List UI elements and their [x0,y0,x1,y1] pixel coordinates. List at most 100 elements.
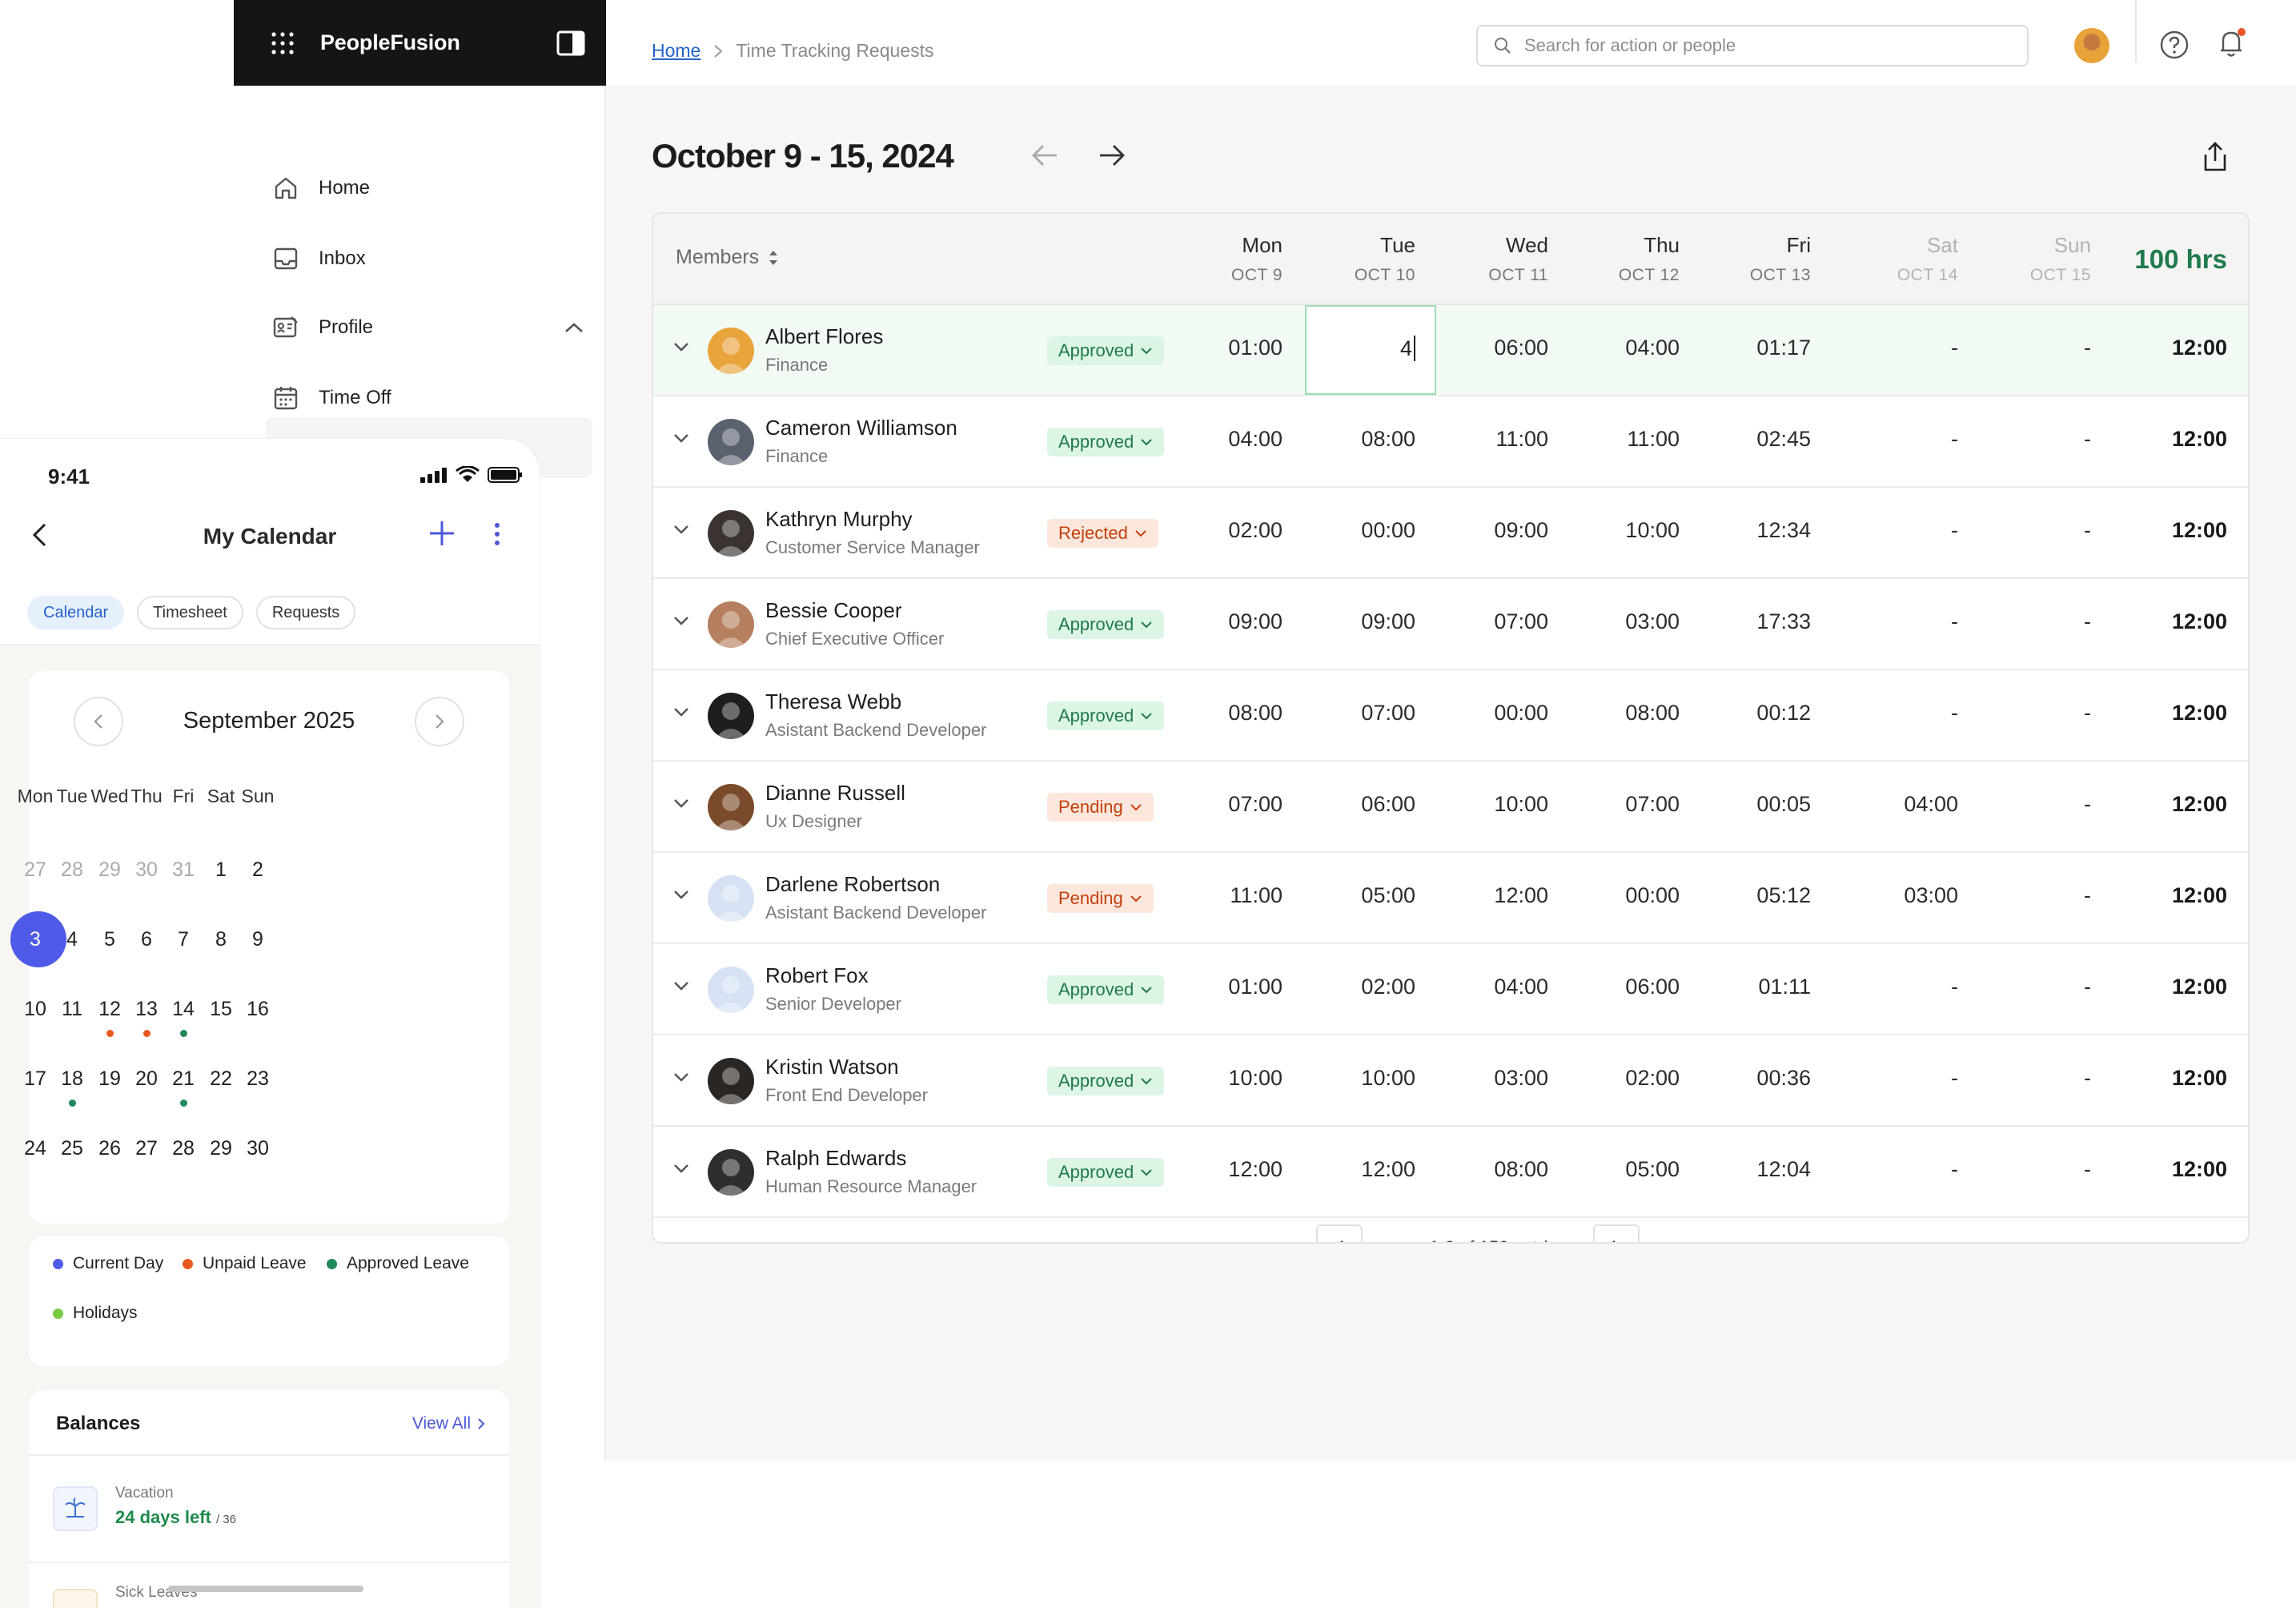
hours-cell[interactable]: - [2084,1066,2091,1090]
hours-cell[interactable]: 05:00 [1625,1157,1680,1181]
calendar-day[interactable]: 1 [189,849,253,908]
status-badge[interactable]: Approved [1047,428,1165,456]
hours-cell[interactable]: 07:00 [1228,792,1282,816]
table-row[interactable]: Kristin Watson Front End Developer Approve… [653,1035,2248,1127]
hours-cell[interactable]: 09:00 [1494,518,1548,542]
hours-cell[interactable]: 06:00 [1625,975,1680,999]
hours-cell[interactable]: - [1951,609,1958,633]
prev-page-button[interactable] [1316,1224,1363,1242]
apps-grid-icon[interactable] [271,31,295,55]
calendar-day[interactable]: 7 [151,919,215,978]
table-row[interactable]: Ralph Edwards Human Resource Manager Appro… [653,1127,2248,1218]
hours-cell[interactable]: 04:00 [1904,792,1958,816]
sidebar-item-home[interactable]: Home [272,164,584,212]
previous-week-arrow-icon[interactable] [1031,143,1058,167]
hours-cell[interactable]: 06:00 [1361,792,1415,816]
sidebar-item-time-off[interactable]: Time Off [272,374,584,422]
hours-cell[interactable]: 17:33 [1756,609,1811,633]
hours-cell[interactable]: 01:00 [1228,975,1282,999]
tab-calendar[interactable]: Calendar [27,596,125,629]
calendar-day[interactable]: 29 [78,849,142,908]
previous-month-button[interactable] [74,697,123,746]
calendar-day[interactable]: 28 [40,849,104,908]
sidebar-item-inbox[interactable]: Inbox [272,235,584,283]
calendar-day[interactable]: 9 [226,919,290,978]
hours-cell[interactable]: 00:36 [1756,1066,1811,1090]
calendar-day[interactable]: 8 [189,919,253,978]
calendar-day[interactable]: 20 [114,1058,179,1117]
hours-cell[interactable]: 03:00 [1904,883,1958,907]
search-input[interactable]: Search for action or people [1476,25,2029,66]
status-badge[interactable]: Rejected [1047,519,1158,548]
hours-cell[interactable]: 02:00 [1625,1066,1680,1090]
hours-cell[interactable]: - [1951,975,1958,999]
hours-cell[interactable]: 00:00 [1494,701,1548,725]
hours-cell[interactable]: 06:00 [1494,336,1548,360]
hours-cell[interactable]: 07:00 [1494,609,1548,633]
scroll-indicator[interactable] [168,1586,363,1592]
hours-cell[interactable]: - [2084,336,2091,360]
sidebar-item-profile[interactable]: Profile [272,304,584,352]
hours-cell[interactable]: 07:00 [1625,792,1680,816]
status-badge[interactable]: Approved [1047,701,1165,730]
calendar-day[interactable]: 28 [151,1128,215,1187]
table-row[interactable]: Robert Fox Senior Developer Approved 01:00 0… [653,944,2248,1035]
calendar-day[interactable]: 18 [40,1058,104,1117]
hours-cell[interactable]: 01:00 [1228,336,1282,360]
calendar-day[interactable]: 31 [151,849,215,908]
calendar-day[interactable]: 17 [3,1058,67,1117]
calendar-day[interactable]: 11 [40,988,104,1047]
tab-requests[interactable]: Requests [255,596,356,629]
expand-chevron-icon[interactable] [672,1071,690,1083]
hours-cell[interactable]: 07:00 [1361,701,1415,725]
table-row[interactable]: Cameron Williamson Finance Approved 04:00 08… [653,396,2248,488]
hours-cell[interactable]: 10:00 [1361,1066,1415,1090]
hours-cell[interactable]: 04:00 [1625,336,1680,360]
hours-cell[interactable]: - [1951,1066,1958,1090]
notification-bell-icon[interactable] [2215,26,2249,60]
current-day[interactable]: 3 [3,911,67,978]
members-sort-header[interactable]: Members [676,246,780,269]
calendar-day[interactable]: 27 [3,849,67,908]
status-badge[interactable]: Approved [1047,1158,1165,1187]
expand-chevron-icon[interactable] [672,798,690,809]
hours-cell[interactable]: 08:00 [1625,701,1680,725]
table-row[interactable]: Darlene Robertson Asistant Backend Develo… [653,853,2248,944]
hours-cell[interactable]: - [1951,1157,1958,1181]
hours-cell[interactable]: 00:00 [1625,883,1680,907]
status-badge[interactable]: Approved [1047,1067,1165,1095]
view-all-link[interactable]: View All [412,1414,485,1433]
expand-chevron-icon[interactable] [672,706,690,718]
add-icon[interactable] [427,519,456,548]
next-week-arrow-icon[interactable] [1098,143,1126,167]
hours-cell[interactable]: 04:00 [1228,427,1282,451]
hours-cell[interactable]: 12:04 [1756,1157,1811,1181]
calendar-day[interactable]: 19 [78,1058,142,1117]
user-avatar[interactable] [2074,28,2109,63]
help-icon[interactable] [2159,30,2190,60]
hours-cell[interactable]: 00:12 [1756,701,1811,725]
expand-chevron-icon[interactable] [672,432,690,444]
hours-cell[interactable]: 11:00 [1495,427,1548,451]
hours-cell[interactable]: - [1951,701,1958,725]
breadcrumb-home-link[interactable]: Home [652,40,701,61]
hours-cell[interactable]: 09:00 [1228,609,1282,633]
expand-chevron-icon[interactable] [672,889,690,900]
more-options-icon[interactable] [493,522,501,546]
tab-timesheet[interactable]: Timesheet [137,596,243,629]
hours-cell[interactable]: - [2084,609,2091,633]
share-export-icon[interactable] [2202,142,2229,172]
calendar-day[interactable]: 15 [189,988,253,1047]
table-row[interactable]: Bessie Cooper Chief Executive Officer Appr… [653,579,2248,670]
expand-chevron-icon[interactable] [672,615,690,626]
hours-cell[interactable]: - [2084,1157,2091,1181]
hours-cell[interactable]: 00:05 [1756,792,1811,816]
next-month-button[interactable] [415,697,464,746]
hours-cell[interactable]: 05:00 [1361,883,1415,907]
hours-edit-input[interactable]: 4 [1305,305,1436,395]
table-row[interactable]: Dianne Russell Ux Designer Pending 07:00 06:… [653,762,2248,853]
hours-cell[interactable]: 12:00 [1228,1157,1282,1181]
hours-cell[interactable]: 04:00 [1494,975,1548,999]
hours-cell[interactable]: - [1951,427,1958,451]
calendar-day[interactable]: 4 [40,919,104,978]
